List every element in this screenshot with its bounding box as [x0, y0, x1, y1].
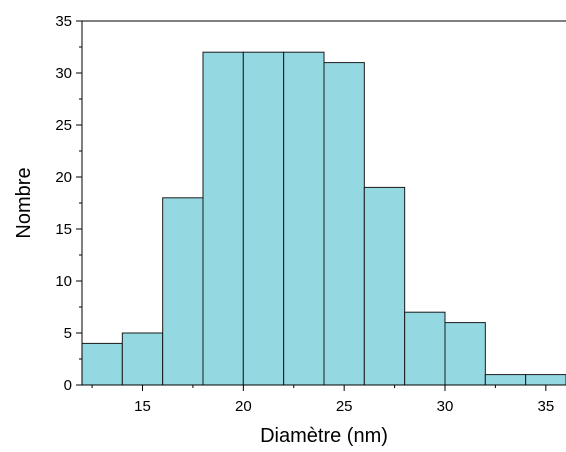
histogram-bar-1: [81, 342, 123, 386]
y-tick-label: 0: [64, 377, 72, 394]
y-axis-title: Nombre: [13, 167, 35, 238]
y-tick-label: 5: [64, 325, 72, 342]
x-tick-label: 35: [537, 398, 554, 415]
y-tick-label: 25: [55, 117, 72, 134]
histogram-bar-2: [121, 332, 164, 386]
y-tick-label: 15: [55, 221, 72, 238]
y-tick-label: 20: [55, 169, 72, 186]
histogram-bar-5: [242, 51, 285, 386]
x-tick-label: 25: [336, 398, 353, 415]
y-tick-label: 30: [55, 65, 72, 82]
x-axis-title: Diamètre (nm): [260, 425, 388, 447]
histogram-bar-6: [283, 51, 325, 386]
histogram-bar-12: [525, 374, 566, 386]
histogram-bar-9: [404, 311, 446, 386]
y-tick-label: 10: [55, 273, 72, 290]
y-tick-label: 35: [55, 13, 72, 30]
histogram-bar-10: [444, 322, 486, 386]
histogram-bar-11: [484, 374, 527, 386]
histogram-bar-3: [162, 197, 204, 386]
x-tick-label: 30: [437, 398, 454, 415]
bars-group: [81, 51, 566, 386]
histogram-bar-8: [363, 186, 406, 386]
histogram-bar-4: [202, 51, 244, 386]
x-tick-label: 15: [134, 398, 151, 415]
histogram-bar-7: [323, 62, 365, 386]
ticks-group: 0 5 10 15 20 25 30 35 15 20 25 30 35: [55, 13, 554, 415]
x-tick-label: 20: [235, 398, 252, 415]
